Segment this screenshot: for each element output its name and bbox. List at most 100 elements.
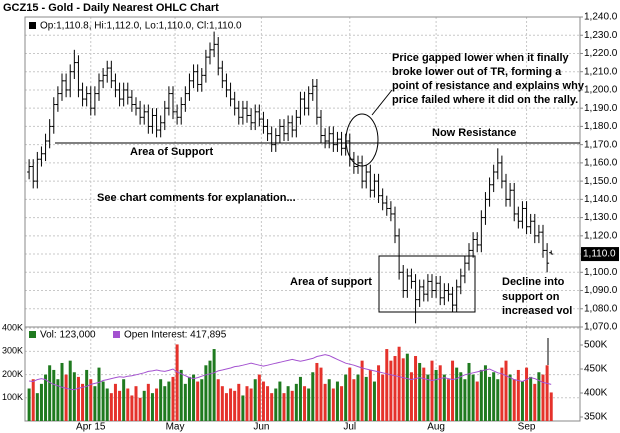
volume-bar bbox=[434, 369, 438, 421]
volume-bar bbox=[397, 346, 401, 421]
volume-bar bbox=[516, 369, 520, 421]
y-tick-label: 1,090.0 bbox=[584, 285, 618, 296]
volume-bar bbox=[525, 367, 529, 421]
volume-bar bbox=[504, 360, 508, 421]
y-tick-label: 1,100.0 bbox=[584, 267, 618, 278]
volume-bar bbox=[89, 379, 93, 421]
volume-bar bbox=[537, 372, 541, 421]
volume-bar bbox=[44, 374, 48, 421]
volume-bar bbox=[500, 367, 504, 421]
volume-bar bbox=[101, 381, 105, 421]
y2-tick-label: 500K bbox=[584, 340, 608, 351]
y2-tick-label: 450K bbox=[584, 364, 608, 375]
volume-bar bbox=[545, 365, 549, 421]
volume-bar bbox=[294, 383, 298, 421]
y-tick-label: 1,170.0 bbox=[584, 139, 618, 150]
chart-title: GCZ15 - Gold - Daily Nearest OHLC Chart bbox=[3, 2, 219, 14]
volume-bar bbox=[224, 393, 228, 421]
volume-bar bbox=[48, 365, 52, 421]
volume-bar bbox=[298, 376, 302, 421]
volume-bar bbox=[475, 381, 479, 421]
volume-bar bbox=[39, 383, 43, 421]
y-tick-label: 1,230.0 bbox=[584, 30, 618, 41]
y-tick-label: 1,080.0 bbox=[584, 303, 618, 314]
x-tick-label: Sep bbox=[518, 422, 536, 433]
volume-bar bbox=[541, 374, 545, 421]
volume-bar bbox=[97, 367, 101, 421]
annotation: increased vol bbox=[502, 305, 572, 317]
volume-bar bbox=[414, 356, 418, 421]
volume-bar bbox=[27, 388, 31, 421]
volume-bar bbox=[60, 362, 64, 421]
volume-bar bbox=[274, 388, 278, 421]
volume-bar bbox=[155, 388, 159, 421]
y-tick-label: 1,200.0 bbox=[584, 85, 618, 96]
y-tick-label: 1,220.0 bbox=[584, 48, 618, 59]
volume-bar bbox=[109, 393, 113, 421]
volume-bar bbox=[130, 395, 134, 421]
volume-bar bbox=[159, 379, 163, 421]
volume-bar bbox=[377, 365, 381, 421]
volume-bar bbox=[233, 390, 237, 421]
volume-bar bbox=[93, 386, 97, 421]
x-tick-label: May bbox=[166, 422, 185, 433]
volume-bar bbox=[216, 379, 220, 421]
volume-bar bbox=[438, 365, 442, 421]
volume-bar bbox=[352, 379, 356, 421]
volume-bar bbox=[31, 379, 35, 421]
volume-bar bbox=[360, 360, 364, 421]
y-tick-label: 200K bbox=[2, 369, 23, 379]
annotation: Price gapped lower when it finally bbox=[392, 52, 570, 64]
volume-bar bbox=[138, 397, 142, 421]
volume-bar bbox=[311, 372, 315, 421]
y-tick-label: 1,240.0 bbox=[584, 12, 618, 23]
volume-bar bbox=[446, 379, 450, 421]
volume-bar bbox=[520, 381, 524, 421]
volume-bar bbox=[529, 376, 533, 421]
volume-bar bbox=[171, 376, 175, 421]
y-tick-label: 1,150.0 bbox=[584, 176, 618, 187]
annotation: Decline into bbox=[502, 276, 565, 288]
annotation: Now Resistance bbox=[432, 127, 516, 139]
volume-bar bbox=[451, 360, 455, 421]
y-tick-label: 1,190.0 bbox=[584, 103, 618, 114]
volume-bar bbox=[389, 360, 393, 421]
volume-bar bbox=[286, 386, 290, 421]
volume-bar bbox=[52, 369, 56, 421]
y-tick-label: 1,070.0 bbox=[584, 322, 618, 333]
volume-bar bbox=[385, 349, 389, 421]
volume-bar bbox=[142, 390, 146, 421]
volume-bar bbox=[229, 388, 233, 421]
volume-bar bbox=[323, 383, 327, 421]
volume-bar bbox=[356, 374, 360, 421]
volume-bar bbox=[208, 360, 212, 421]
volume-bar bbox=[237, 383, 241, 421]
volume-bar bbox=[467, 362, 471, 421]
volume-bar bbox=[315, 362, 319, 421]
volume-bar bbox=[179, 369, 183, 421]
volume-bar bbox=[187, 376, 191, 421]
volume-bar bbox=[126, 388, 130, 421]
volume-bar bbox=[282, 393, 286, 421]
volume-bar bbox=[331, 388, 335, 421]
volume-bar bbox=[257, 374, 261, 421]
volume-bar bbox=[266, 386, 270, 421]
y-tick-label: 400K bbox=[2, 323, 23, 333]
volume-bar bbox=[113, 383, 117, 421]
x-tick-label: Apr 15 bbox=[76, 422, 106, 433]
volume-bar bbox=[122, 379, 126, 421]
volume-bar bbox=[200, 379, 204, 421]
volume-bar bbox=[364, 376, 368, 421]
volume-bar bbox=[68, 360, 72, 421]
volume-bar bbox=[372, 381, 376, 421]
volume-bar bbox=[479, 369, 483, 421]
volume-bar bbox=[344, 374, 348, 421]
volume-bar bbox=[72, 372, 76, 421]
legend-swatch bbox=[113, 331, 120, 338]
volume-bar bbox=[35, 393, 39, 421]
volume-bar bbox=[241, 395, 245, 421]
volume-bar bbox=[549, 392, 553, 421]
volume-bar bbox=[422, 367, 426, 421]
y-tick-label: 100K bbox=[2, 392, 23, 402]
volume-bar bbox=[290, 390, 294, 421]
